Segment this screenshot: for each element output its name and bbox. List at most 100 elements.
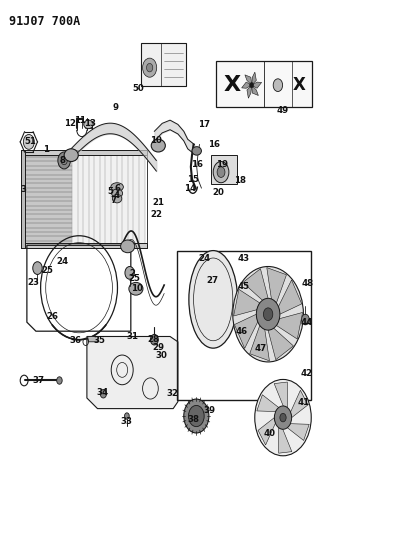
Text: 3: 3 <box>20 185 26 194</box>
Circle shape <box>275 406 292 429</box>
Text: 24: 24 <box>199 254 211 263</box>
Ellipse shape <box>111 183 123 191</box>
Text: 36: 36 <box>70 336 82 345</box>
Text: 30: 30 <box>156 351 167 360</box>
Text: 16: 16 <box>191 160 203 168</box>
Text: 10: 10 <box>150 136 162 145</box>
Text: 33: 33 <box>121 417 133 426</box>
Text: 49: 49 <box>277 106 289 115</box>
Ellipse shape <box>120 240 135 253</box>
Text: 27: 27 <box>206 276 218 285</box>
Circle shape <box>233 266 303 362</box>
Ellipse shape <box>189 251 237 348</box>
Text: 4: 4 <box>114 191 120 200</box>
Ellipse shape <box>129 282 143 295</box>
Text: 31: 31 <box>127 332 139 341</box>
Ellipse shape <box>64 149 78 161</box>
Bar <box>141 43 186 86</box>
Ellipse shape <box>112 189 122 198</box>
Bar <box>216 61 312 108</box>
Text: 22: 22 <box>150 210 162 219</box>
Text: 28: 28 <box>148 335 160 344</box>
Text: 16: 16 <box>208 140 220 149</box>
Ellipse shape <box>113 195 122 203</box>
Polygon shape <box>242 82 252 88</box>
Polygon shape <box>233 289 260 316</box>
Polygon shape <box>279 427 292 453</box>
Text: 20: 20 <box>212 188 224 197</box>
Circle shape <box>124 413 129 419</box>
Circle shape <box>23 134 34 149</box>
Ellipse shape <box>84 120 93 128</box>
Text: 12: 12 <box>64 119 76 128</box>
Text: 10: 10 <box>131 284 143 293</box>
Text: 13: 13 <box>84 119 96 128</box>
Text: 2: 2 <box>130 269 136 278</box>
Text: 42: 42 <box>301 369 312 378</box>
Bar <box>72 152 145 245</box>
Text: 41: 41 <box>297 398 309 407</box>
Ellipse shape <box>151 139 166 152</box>
Text: 19: 19 <box>216 160 228 168</box>
Text: 48: 48 <box>302 279 314 288</box>
Polygon shape <box>276 312 303 339</box>
Text: 38: 38 <box>188 415 199 424</box>
Text: 26: 26 <box>46 312 58 321</box>
Text: 40: 40 <box>264 429 276 438</box>
Polygon shape <box>291 390 308 418</box>
Text: 43: 43 <box>238 254 250 263</box>
Text: 34: 34 <box>96 388 109 397</box>
Text: 9: 9 <box>112 103 118 112</box>
Text: 21: 21 <box>152 198 164 207</box>
Bar <box>21 150 25 248</box>
Ellipse shape <box>192 147 201 155</box>
Text: 50: 50 <box>132 84 144 93</box>
Text: X: X <box>293 76 306 94</box>
Circle shape <box>301 314 309 325</box>
Text: 29: 29 <box>152 343 164 352</box>
Text: 44: 44 <box>301 318 313 327</box>
Circle shape <box>255 379 311 456</box>
Circle shape <box>250 83 254 88</box>
Circle shape <box>273 79 282 92</box>
Circle shape <box>33 262 42 274</box>
Circle shape <box>256 298 280 330</box>
Text: 47: 47 <box>254 344 266 353</box>
Bar <box>21 150 147 155</box>
Text: 14: 14 <box>184 183 196 192</box>
Text: 1: 1 <box>43 146 49 155</box>
Polygon shape <box>257 395 279 411</box>
Circle shape <box>58 152 70 169</box>
Text: 8: 8 <box>59 156 65 165</box>
Polygon shape <box>235 314 258 349</box>
Text: 18: 18 <box>234 175 246 184</box>
Polygon shape <box>258 418 275 445</box>
Polygon shape <box>245 75 252 85</box>
Polygon shape <box>267 268 286 303</box>
Polygon shape <box>274 382 287 408</box>
Circle shape <box>100 390 107 398</box>
Circle shape <box>125 266 134 279</box>
Text: 15: 15 <box>187 174 199 183</box>
Bar <box>211 155 237 184</box>
Polygon shape <box>252 85 258 95</box>
Circle shape <box>188 406 204 426</box>
Polygon shape <box>250 326 269 361</box>
Text: X: X <box>224 75 241 95</box>
Text: 46: 46 <box>235 327 248 336</box>
Text: 91J07 700A: 91J07 700A <box>9 14 81 28</box>
Polygon shape <box>287 424 309 440</box>
Text: 17: 17 <box>199 120 211 129</box>
Text: 5: 5 <box>107 187 113 196</box>
Polygon shape <box>243 269 268 300</box>
Text: 32: 32 <box>166 389 178 398</box>
Text: 25: 25 <box>128 274 140 283</box>
Text: 23: 23 <box>28 278 40 287</box>
Polygon shape <box>87 336 178 409</box>
Text: 45: 45 <box>238 282 250 291</box>
Polygon shape <box>88 336 99 342</box>
Text: 51: 51 <box>25 138 37 147</box>
Polygon shape <box>268 328 293 360</box>
Circle shape <box>263 308 273 320</box>
Polygon shape <box>252 82 261 88</box>
